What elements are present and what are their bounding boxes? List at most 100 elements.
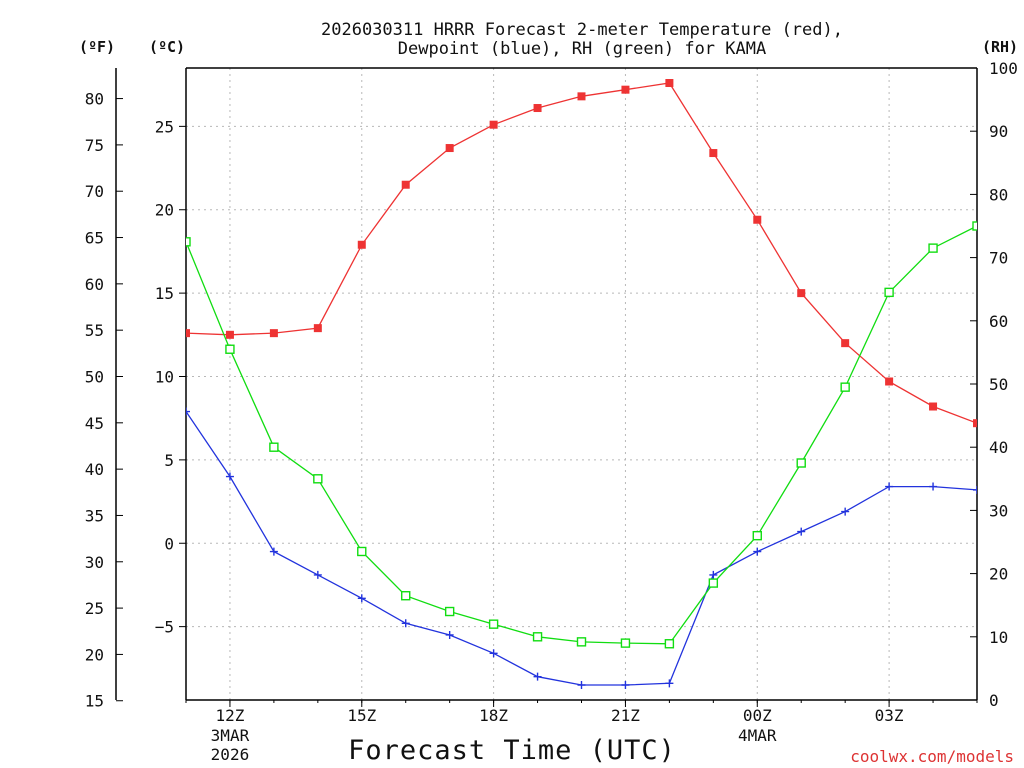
rh-point bbox=[225, 344, 235, 354]
clipped-series bbox=[186, 79, 977, 689]
rh-tick-label: 10 bbox=[989, 628, 1008, 647]
fahrenheit-tick-label: 60 bbox=[85, 275, 104, 294]
rh-tick-label: 40 bbox=[989, 438, 1008, 457]
dewpoint-point bbox=[621, 680, 630, 689]
rh-line bbox=[186, 225, 977, 645]
rh-tick-label: 70 bbox=[989, 249, 1008, 268]
x-tick-label: 15Z bbox=[347, 706, 376, 725]
dewpoint-point bbox=[225, 472, 234, 481]
fahrenheit-tick-label: 35 bbox=[85, 506, 104, 525]
rh-point bbox=[928, 243, 938, 253]
dewpoint-point bbox=[841, 507, 850, 516]
rh-point bbox=[532, 632, 543, 642]
rh-point bbox=[269, 442, 279, 452]
dewpoint-point bbox=[186, 407, 190, 416]
dewpoint-point bbox=[753, 547, 762, 556]
temperature-line bbox=[186, 82, 977, 424]
rh-point bbox=[708, 578, 719, 588]
temperature-point bbox=[709, 149, 718, 158]
fahrenheit-tick-label: 30 bbox=[85, 553, 104, 572]
rh-point bbox=[357, 546, 367, 557]
temperature-point bbox=[797, 289, 806, 298]
x-tick-label: 00Z bbox=[743, 706, 772, 725]
celsius-tick-label: 25 bbox=[155, 117, 174, 136]
fahrenheit-tick-label: 20 bbox=[85, 645, 104, 664]
rh-tick-label: 0 bbox=[989, 691, 999, 710]
temperature-point bbox=[841, 339, 850, 348]
x-tick-year: 2026 bbox=[211, 745, 250, 764]
celsius-tick-label: 20 bbox=[155, 201, 174, 220]
fahrenheit-tick-label: 75 bbox=[85, 136, 104, 155]
dewpoint-point bbox=[533, 672, 542, 681]
celsius-tick-label: 5 bbox=[164, 451, 174, 470]
chart-axes: 15 20 25 30 35 40 45 50 55 60 65 70 75 80 −5 0 5 10 15 20 25… bbox=[85, 59, 1018, 764]
fahrenheit-tick-label: 65 bbox=[85, 229, 104, 248]
rh-tick-label: 100 bbox=[989, 59, 1018, 78]
dewpoint-point bbox=[445, 630, 454, 639]
temperature-point bbox=[973, 419, 977, 428]
dewpoint-point bbox=[885, 482, 894, 491]
chart-title: 2026030311 HRRR Forecast 2-meter Tempera… bbox=[321, 20, 843, 40]
temperature-point bbox=[665, 79, 674, 88]
celsius-tick-label: −5 bbox=[155, 618, 174, 637]
rh-tick-label: 20 bbox=[989, 565, 1008, 584]
dewpoint-point bbox=[973, 485, 977, 494]
fahrenheit-tick-label: 50 bbox=[85, 367, 104, 386]
watermark: coolwx.com/models bbox=[850, 747, 1014, 766]
celsius-tick-label: 15 bbox=[155, 284, 174, 303]
rh-point bbox=[186, 237, 191, 247]
celsius-axis-unit: (ºC) bbox=[149, 38, 185, 56]
x-axis-label: Forecast Time (UTC) bbox=[348, 735, 676, 766]
temperature-point bbox=[489, 120, 498, 129]
dewpoint-point bbox=[797, 527, 806, 536]
fahrenheit-tick-label: 25 bbox=[85, 599, 104, 618]
x-tick-label: 21Z bbox=[611, 706, 640, 725]
celsius-tick-label: 0 bbox=[164, 534, 174, 553]
rh-point bbox=[488, 619, 499, 629]
rh-tick-label: 80 bbox=[989, 185, 1008, 204]
x-tick-label: 12Z bbox=[215, 706, 244, 725]
temperature-point bbox=[753, 215, 762, 224]
rh-point bbox=[620, 638, 631, 648]
chart-subtitle: Dewpoint (blue), RH (green) for KAMA bbox=[398, 39, 766, 59]
data-series bbox=[186, 79, 977, 689]
dewpoint-point bbox=[577, 680, 586, 689]
temperature-point bbox=[357, 240, 366, 249]
fahrenheit-axis-unit: (ºF) bbox=[79, 38, 115, 56]
rh-axis-unit: (RH) bbox=[982, 38, 1018, 56]
temperature-point bbox=[577, 92, 586, 101]
rh-point bbox=[444, 606, 455, 617]
rh-point bbox=[576, 637, 587, 647]
rh-tick-label: 90 bbox=[989, 122, 1008, 141]
dewpoint-point bbox=[357, 594, 366, 603]
temperature-point bbox=[621, 85, 630, 94]
rh-point bbox=[401, 591, 411, 601]
temperature-point bbox=[225, 330, 234, 339]
x-tick-date: 3MAR bbox=[211, 726, 250, 745]
temperature-point bbox=[313, 324, 322, 333]
dewpoint-point bbox=[929, 482, 938, 491]
dewpoint-point bbox=[489, 649, 498, 658]
celsius-tick-label: 10 bbox=[155, 367, 174, 386]
temperature-point bbox=[445, 144, 454, 153]
x-tick-label: 03Z bbox=[875, 706, 904, 725]
rh-tick-label: 50 bbox=[989, 375, 1008, 394]
temperature-point bbox=[929, 402, 938, 411]
temperature-point bbox=[533, 104, 542, 113]
fahrenheit-tick-label: 45 bbox=[85, 414, 104, 433]
fahrenheit-tick-label: 40 bbox=[85, 460, 104, 479]
grid-lines bbox=[186, 68, 977, 700]
dewpoint-point bbox=[269, 547, 278, 556]
fahrenheit-tick-label: 80 bbox=[85, 90, 104, 109]
fahrenheit-tick-label: 55 bbox=[85, 321, 104, 340]
rh-tick-label: 30 bbox=[989, 501, 1008, 520]
x-tick-date: 4MAR bbox=[738, 726, 777, 745]
rh-tick-label: 60 bbox=[989, 312, 1008, 331]
dewpoint-point bbox=[313, 570, 322, 579]
rh-point bbox=[972, 221, 977, 231]
temperature-point bbox=[401, 180, 410, 189]
temperature-point bbox=[885, 377, 894, 386]
fahrenheit-tick-label: 15 bbox=[85, 692, 104, 711]
temperature-point bbox=[186, 329, 190, 338]
